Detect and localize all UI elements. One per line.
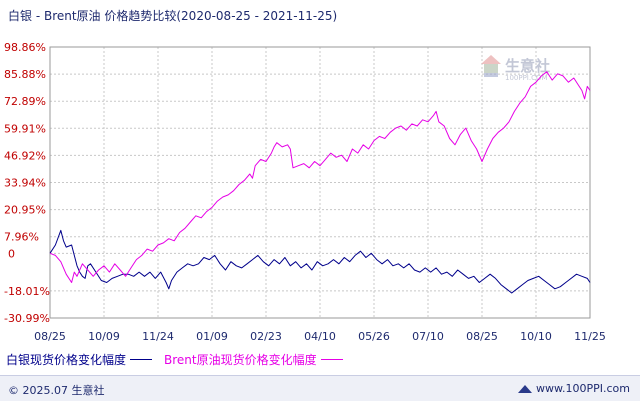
y-axis-ticks: 98.86% 85.88% 72.89% 59.91% 46.92% 33.94% 20.9… [4,41,50,325]
series-line-brent [49,71,591,283]
footer-copyright: © 2025.07 生意社 [8,384,105,397]
y-tick-label: -18.01% [4,285,50,298]
x-tick-label: 10/09 [88,330,120,343]
y-tick-label: 98.86% [4,41,46,54]
footer-bar: © 2025.07 生意社 www.100PPI.com [0,375,640,401]
y-tick-label: 20.95% [4,204,46,217]
legend-item-silver: 白银现货价格变化幅度 [6,351,153,368]
legend-swatch-silver [130,359,153,360]
plot-border [49,46,591,319]
site-logo-icon [518,384,533,393]
footer-site-link[interactable]: www.100PPI.com [536,382,630,395]
series-lines [49,71,591,294]
chart-title: 白银 - Brent原油 价格趋势比较(2020-08-25 - 2021-11… [8,9,338,23]
x-tick-label: 04/10 [304,330,336,343]
legend-label-brent: Brent原油现货价格变化幅度 [164,353,317,367]
y-tick-label: 0 [8,247,15,260]
watermark-brand: 生意社 [505,57,550,75]
watermark-logo: 生意社 100PPI.COM [481,55,550,82]
y-tick-label: -30.99% [4,312,50,325]
x-tick-label: 08/25 [466,330,498,343]
legend-item-brent: Brent原油现货价格变化幅度 [164,351,343,368]
x-tick-label: 11/24 [142,330,174,343]
x-tick-label: 02/23 [250,330,282,343]
chart-grid [49,46,591,319]
legend-swatch-brent [320,359,343,360]
chart-legend: 白银现货价格变化幅度 Brent原油现货价格变化幅度 [6,351,355,368]
x-tick-label: 08/25 [34,330,66,343]
plot-area [49,46,591,319]
price-trend-chart: 生意社 100PPI.COM 98.86% 85.88% 72.89% 59.91% 4… [4,41,606,343]
x-tick-label: 05/26 [358,330,390,343]
y-tick-label: 85.88% [4,68,46,81]
y-tick-label: 46.92% [4,149,46,162]
x-tick-label: 10/10 [520,330,552,343]
watermark-sub: 100PPI.COM [505,74,548,82]
x-axis-ticks: 08/25 10/09 11/24 01/09 02/23 04/10 05/26 07/10… [34,330,606,343]
y-tick-label: 72.89% [4,95,46,108]
series-line-silver [49,229,591,294]
x-tick-label: 01/09 [196,330,228,343]
house-icon [481,55,501,77]
x-tick-label: 07/10 [412,330,444,343]
y-tick-label: 33.94% [4,176,46,189]
x-tick-label: 11/25 [574,330,606,343]
footer-site[interactable]: www.100PPI.com [518,382,630,395]
y-tick-label: 59.91% [4,122,46,135]
legend-label-silver: 白银现货价格变化幅度 [6,353,127,367]
y-tick-label: 7.96% [4,231,39,244]
